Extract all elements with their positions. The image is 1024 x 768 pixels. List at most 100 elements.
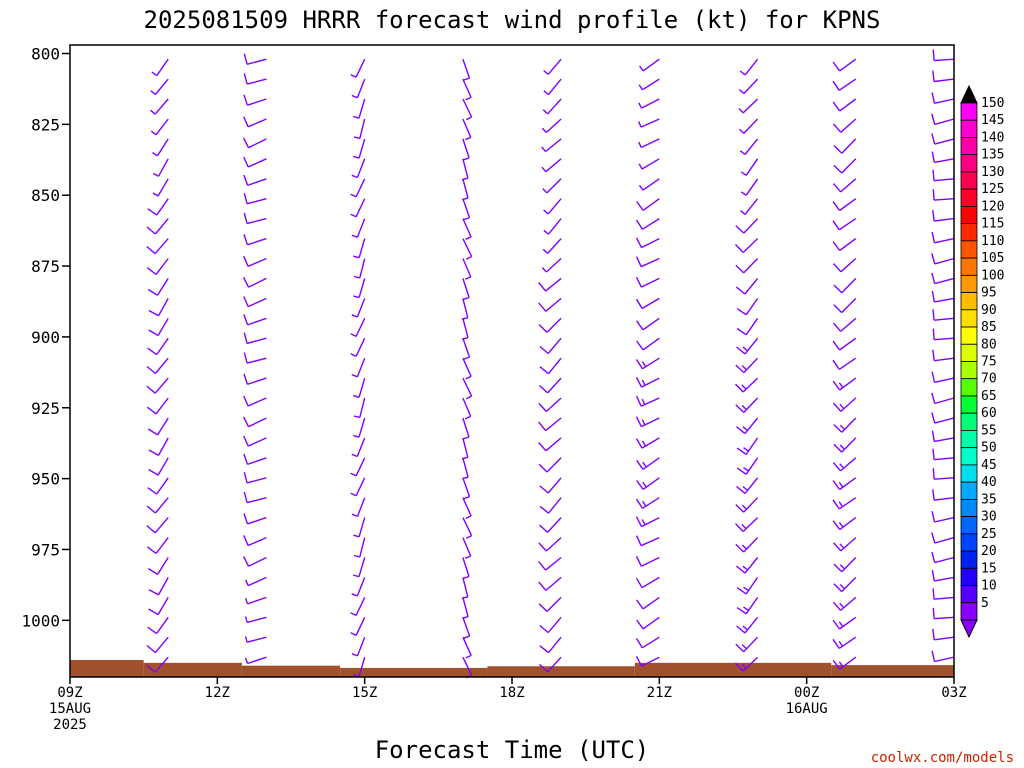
- wind-barb: [353, 517, 366, 538]
- wind-barb: [832, 198, 857, 212]
- wind-barb: [636, 596, 660, 610]
- colorbar-label: 90: [981, 303, 997, 318]
- wind-barb: [734, 377, 759, 393]
- colorbar-label: 15: [981, 561, 997, 576]
- wind-barb: [832, 497, 857, 510]
- wind-barb: [538, 297, 562, 312]
- wind-barb: [635, 395, 660, 407]
- wind-barb: [147, 477, 169, 495]
- wind-barb: [932, 49, 955, 62]
- wind-barb: [832, 636, 857, 649]
- wind-barb: [538, 457, 562, 473]
- wind-barb: [638, 98, 660, 109]
- wind-barb: [245, 576, 267, 587]
- wind-barb: [639, 58, 660, 72]
- wind-barb: [243, 314, 267, 326]
- wind-barb: [353, 138, 366, 159]
- wind-barb: [353, 417, 366, 438]
- colorbar-label: 125: [981, 182, 1004, 197]
- colorbar-label: 135: [981, 148, 1004, 163]
- wind-barb: [462, 58, 471, 81]
- wind-barb: [932, 468, 955, 480]
- colorbar-label: 105: [981, 251, 1004, 266]
- wind-barb: [735, 636, 759, 653]
- credit-text: coolwx.com/models: [871, 750, 1014, 766]
- wind-barb: [462, 457, 469, 480]
- surface-segment-2: [241, 665, 341, 677]
- wind-barb: [736, 577, 759, 595]
- wind-barb: [832, 616, 857, 630]
- wind-barb: [243, 174, 267, 187]
- x-tick-label: 09Z: [57, 685, 82, 701]
- wind-barb: [462, 597, 469, 619]
- wind-barb: [832, 517, 857, 531]
- wind-barb: [635, 516, 660, 528]
- wind-barb: [243, 513, 267, 525]
- wind-barb: [832, 397, 857, 412]
- wind-barb: [832, 78, 857, 91]
- wind-barb: [932, 349, 955, 362]
- wind-barb: [539, 497, 562, 514]
- wind-barb: [931, 272, 955, 285]
- wind-barb: [539, 357, 562, 375]
- wind-barb: [462, 477, 471, 500]
- wind-barb: [350, 317, 366, 338]
- wind-barb: [462, 178, 469, 201]
- wind-barb: [244, 636, 267, 643]
- wind-barb: [832, 238, 857, 252]
- wind-barb: [931, 392, 955, 405]
- wind-barb: [832, 98, 857, 112]
- wind-barb: [462, 636, 472, 659]
- wind-barb: [541, 138, 562, 153]
- wind-barb: [635, 218, 660, 230]
- wind-barb: [931, 412, 955, 424]
- wind-barb: [736, 557, 759, 574]
- y-tick-label: 875: [31, 257, 60, 276]
- wind-barb: [736, 298, 759, 316]
- y-tick-label: 975: [31, 540, 60, 559]
- colorbar-swatch: [960, 102, 978, 121]
- wind-barb: [242, 416, 267, 428]
- y-axis: 800 825 850 875 900 925 950 975 1000: [21, 45, 70, 630]
- wind-barb: [353, 238, 366, 259]
- wind-barb: [932, 189, 955, 201]
- colorbar-label: 100: [981, 268, 1004, 283]
- wind-barb: [736, 437, 759, 455]
- wind-barb: [637, 118, 660, 128]
- wind-barb: [739, 198, 759, 215]
- wind-barb: [146, 656, 169, 673]
- wind-barb: [462, 517, 473, 539]
- colorbar-swatch: [960, 395, 978, 414]
- wind-barb: [833, 437, 857, 453]
- wind-barb: [243, 212, 267, 225]
- colorbar-swatch: [960, 378, 978, 397]
- colorbar-label: 80: [981, 337, 997, 352]
- surface-segment-4: [487, 666, 635, 677]
- wind-barb: [636, 477, 660, 490]
- surface-segment-6: [831, 665, 954, 677]
- wind-barb: [832, 537, 857, 552]
- wind-barb: [152, 178, 169, 197]
- wind-barb: [736, 597, 759, 615]
- colorbar-label: 70: [981, 372, 997, 387]
- wind-barb: [832, 118, 857, 133]
- wind-barb: [243, 373, 267, 385]
- wind-barb: [832, 337, 857, 351]
- wind-barb: [150, 118, 169, 136]
- wind-barb: [461, 577, 469, 599]
- wind-barb: [146, 377, 169, 394]
- x-tick-label: 00Z: [794, 685, 819, 701]
- wind-barb: [462, 278, 470, 300]
- wind-barb: [148, 317, 169, 337]
- wind-barb: [538, 537, 562, 552]
- wind-barb: [833, 557, 857, 573]
- wind-barb: [736, 317, 759, 336]
- wind-barb: [351, 78, 366, 99]
- wind-barb: [833, 158, 857, 174]
- wind-barb: [543, 198, 562, 215]
- colorbar-top-arrow: [960, 84, 978, 104]
- wind-barb: [931, 290, 955, 303]
- wind-barb: [735, 357, 759, 374]
- colorbar-swatch: [960, 481, 978, 500]
- wind-barb: [538, 437, 562, 452]
